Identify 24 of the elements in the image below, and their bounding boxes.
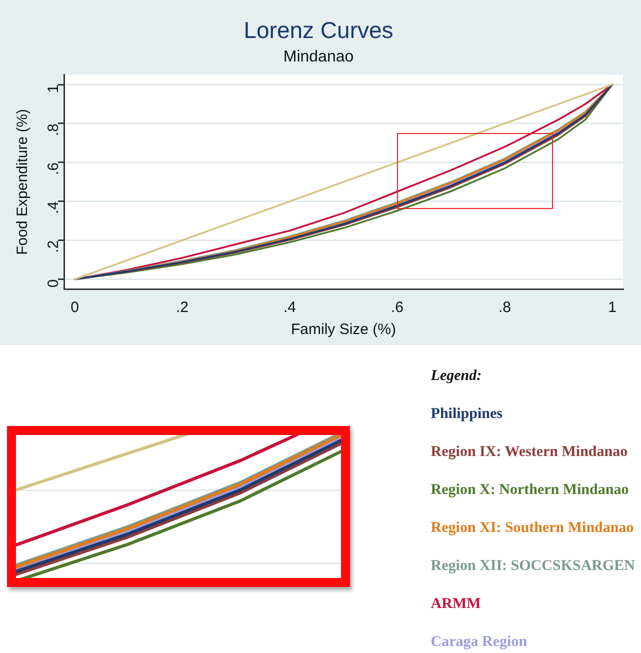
text: Caraga Region bbox=[430, 633, 528, 652]
text: Region IX: Western Mindanao bbox=[430, 443, 629, 462]
y-axis-title: Food Expenditure (%) bbox=[14, 108, 32, 255]
y-tick-label: .6 bbox=[45, 162, 62, 175]
text: Region XII: SOCCSKSARGEN bbox=[430, 557, 635, 576]
y-tick-label: .8 bbox=[45, 123, 62, 136]
text: Philippines bbox=[430, 405, 504, 424]
text: Region XI: Southern Mindanao bbox=[430, 519, 635, 538]
chart-subtitle: Mindanao bbox=[283, 48, 354, 66]
x-axis-title: Family Size (%) bbox=[290, 321, 396, 338]
x-tick-label: .2 bbox=[176, 299, 189, 316]
x-tick-label: .6 bbox=[390, 299, 404, 316]
legend-title: Legend: bbox=[430, 367, 483, 386]
x-tick-label: .8 bbox=[498, 299, 512, 316]
y-tick-label: 1 bbox=[45, 84, 62, 93]
y-tick-label: .2 bbox=[45, 240, 62, 253]
y-tick-label: 0 bbox=[45, 279, 62, 288]
x-tick-label: .4 bbox=[283, 299, 296, 316]
text: ARMM bbox=[430, 595, 482, 614]
x-tick-label: 0 bbox=[70, 299, 79, 316]
y-tick-label: .4 bbox=[45, 201, 62, 214]
x-tick-label: 1 bbox=[608, 299, 616, 316]
text: Region X: Northern Mindanao bbox=[430, 481, 630, 500]
chart-title: Lorenz Curves bbox=[244, 17, 394, 44]
